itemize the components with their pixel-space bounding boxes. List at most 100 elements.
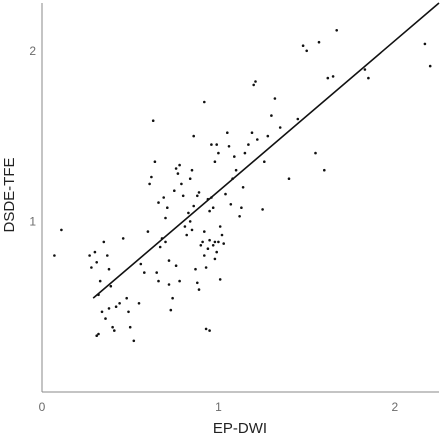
data-point bbox=[132, 339, 136, 343]
data-point bbox=[158, 245, 162, 249]
data-point bbox=[166, 206, 169, 209]
data-point bbox=[278, 126, 282, 129]
data-point bbox=[222, 242, 225, 245]
data-point bbox=[211, 206, 215, 209]
data-point bbox=[266, 134, 270, 138]
data-point bbox=[125, 296, 128, 300]
data-point bbox=[164, 240, 167, 244]
data-point bbox=[114, 305, 118, 309]
data-point bbox=[102, 240, 106, 244]
data-point bbox=[305, 49, 309, 53]
data-point bbox=[153, 160, 157, 163]
data-point bbox=[90, 266, 93, 269]
data-point bbox=[203, 230, 206, 233]
data-point bbox=[139, 262, 143, 266]
data-point bbox=[167, 283, 171, 286]
data-point bbox=[203, 100, 206, 104]
data-point bbox=[204, 327, 208, 331]
data-point bbox=[185, 233, 188, 237]
data-point bbox=[148, 182, 151, 186]
data-point bbox=[181, 194, 185, 198]
data-point bbox=[109, 284, 113, 288]
data-point bbox=[238, 215, 241, 218]
data-point bbox=[190, 228, 194, 232]
data-point bbox=[190, 168, 194, 172]
data-point bbox=[187, 211, 190, 215]
data-point bbox=[224, 192, 227, 196]
data-point bbox=[171, 296, 174, 300]
y-tick-label: 1 bbox=[29, 214, 36, 228]
regression-line-group bbox=[92, 2, 440, 299]
data-point bbox=[194, 267, 197, 271]
data-point bbox=[107, 307, 111, 310]
data-point bbox=[206, 247, 210, 250]
data-point bbox=[335, 29, 339, 32]
data-point bbox=[176, 172, 180, 175]
data-point bbox=[323, 168, 326, 172]
data-point bbox=[331, 75, 335, 78]
data-point bbox=[157, 279, 160, 283]
data-point bbox=[254, 80, 257, 83]
data-point bbox=[287, 177, 291, 180]
data-point bbox=[188, 177, 192, 180]
data-point bbox=[107, 267, 111, 271]
data-point bbox=[208, 238, 211, 242]
data-point bbox=[167, 259, 171, 262]
data-point bbox=[261, 208, 264, 211]
tick-labels: 0 1 2 1 2 bbox=[29, 44, 398, 414]
data-point bbox=[243, 151, 247, 155]
data-point bbox=[97, 332, 100, 336]
x-tick-label: 2 bbox=[392, 400, 399, 414]
data-point bbox=[201, 240, 204, 244]
data-point bbox=[367, 76, 370, 80]
data-point bbox=[151, 119, 155, 122]
data-point bbox=[233, 155, 236, 158]
data-point bbox=[314, 151, 317, 155]
data-point bbox=[218, 278, 222, 281]
data-point bbox=[174, 167, 178, 170]
data-point bbox=[218, 225, 222, 228]
data-point bbox=[93, 250, 97, 254]
data-point bbox=[210, 143, 213, 146]
data-point bbox=[326, 76, 330, 80]
data-point bbox=[127, 310, 130, 314]
data-point bbox=[150, 175, 153, 179]
data-point bbox=[162, 196, 165, 199]
data-point bbox=[217, 240, 220, 244]
data-point bbox=[296, 117, 300, 121]
x-tick-label: 1 bbox=[215, 400, 222, 414]
data-point bbox=[215, 143, 218, 146]
data-point bbox=[53, 254, 56, 257]
data-point bbox=[178, 279, 181, 283]
data-point bbox=[273, 97, 277, 100]
data-point bbox=[211, 244, 215, 247]
data-point bbox=[241, 186, 245, 189]
data-point bbox=[234, 168, 238, 172]
data-point bbox=[113, 329, 116, 332]
data-point bbox=[220, 233, 224, 237]
y-axis-title: DSDE-TFE bbox=[1, 158, 18, 233]
data-point bbox=[229, 203, 233, 206]
data-point bbox=[143, 271, 146, 274]
data-point bbox=[199, 244, 203, 247]
data-point bbox=[363, 68, 367, 71]
data-point bbox=[255, 138, 259, 141]
x-axis-title: EP-DWI bbox=[213, 420, 267, 436]
data-points bbox=[53, 29, 432, 343]
data-point bbox=[204, 266, 208, 269]
y-tick-label: 2 bbox=[29, 44, 36, 58]
data-point bbox=[188, 220, 192, 223]
data-point bbox=[137, 302, 141, 305]
data-point bbox=[250, 131, 254, 134]
data-point bbox=[178, 163, 181, 167]
data-point bbox=[270, 114, 273, 117]
data-point bbox=[226, 131, 229, 134]
data-point bbox=[174, 264, 178, 268]
data-point bbox=[111, 325, 114, 329]
data-point bbox=[98, 279, 102, 283]
data-point bbox=[213, 160, 217, 163]
data-point bbox=[208, 329, 211, 332]
x-tick-label: 0 bbox=[39, 400, 46, 414]
data-point bbox=[423, 42, 427, 46]
